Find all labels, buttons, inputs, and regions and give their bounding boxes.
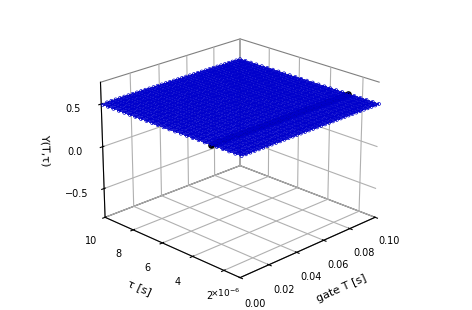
Y-axis label: τ [s]: τ [s] [126,278,152,298]
X-axis label: gate T [s]: gate T [s] [314,272,368,303]
